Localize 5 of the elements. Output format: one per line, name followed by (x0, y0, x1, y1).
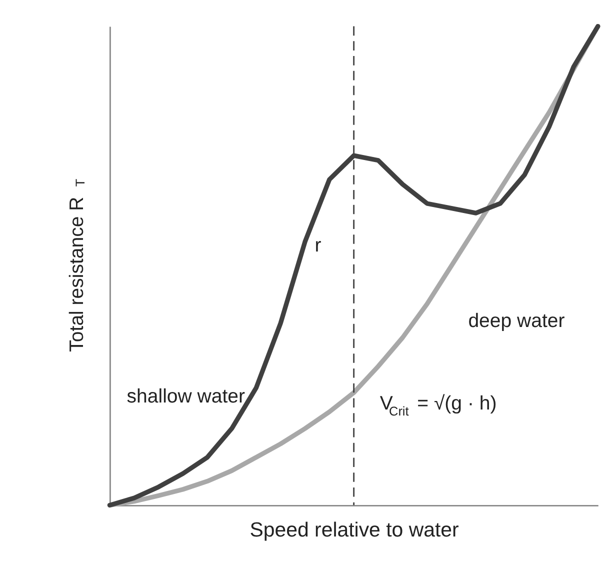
series-label: deep water (468, 310, 566, 332)
series-label: shallow water (126, 386, 246, 408)
annotation: r (314, 234, 322, 256)
x-axis-title: Speed relative to water (250, 518, 459, 542)
y-axis-title: Total resistance RT (66, 178, 88, 352)
